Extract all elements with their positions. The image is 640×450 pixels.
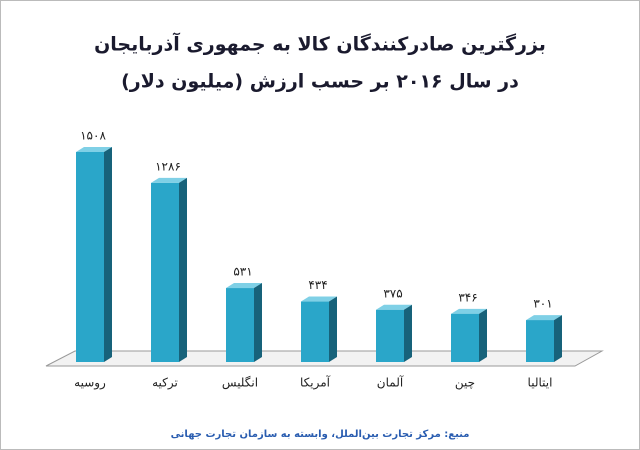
bar-top bbox=[76, 147, 112, 152]
x-tick-label: آمریکا bbox=[300, 375, 331, 391]
x-tick-label: ترکیه bbox=[152, 376, 178, 391]
x-tick-label: چین bbox=[455, 376, 475, 391]
value-label: ۴۳۴ bbox=[308, 278, 327, 292]
bar-side bbox=[254, 283, 262, 362]
bar bbox=[451, 313, 479, 362]
value-label: ۵۳۱ bbox=[233, 265, 252, 279]
bar-top bbox=[451, 308, 487, 314]
bar-side bbox=[179, 177, 187, 362]
chart-subtitle: در سال ۲۰۱۶ بر حسب ارزش (میلیون دلار) bbox=[121, 71, 519, 93]
bar bbox=[301, 301, 329, 362]
bar-top bbox=[151, 177, 187, 183]
bar bbox=[76, 152, 104, 362]
bar-side bbox=[329, 296, 337, 362]
bar bbox=[226, 288, 254, 362]
x-tick-label: روسیه bbox=[74, 376, 106, 391]
bar-side bbox=[104, 147, 112, 362]
value-label: ۱۵۰۸ bbox=[80, 129, 106, 143]
x-tick-label: ایتالیا bbox=[528, 376, 553, 390]
bar-side bbox=[479, 308, 487, 362]
value-label: ۱۲۸۶ bbox=[155, 159, 181, 173]
bar bbox=[151, 182, 179, 362]
bar bbox=[526, 320, 554, 362]
bar-top bbox=[301, 296, 337, 302]
chart-title: بزرگترین صادرکنندگان کالا به جمهوری آذرب… bbox=[94, 32, 546, 56]
x-tick-label: آلمان bbox=[377, 375, 404, 390]
bar-top bbox=[226, 283, 262, 289]
source-note: منبع: مرکز تجارت بین‌الملل، وابسته به سا… bbox=[171, 429, 470, 440]
x-tick-label: انگلیس bbox=[222, 376, 258, 391]
bar-top bbox=[376, 304, 412, 310]
bar-top bbox=[526, 315, 562, 321]
value-label: ۳۷۵ bbox=[383, 286, 402, 300]
value-label: ۳۴۶ bbox=[458, 290, 477, 304]
bar bbox=[376, 309, 404, 362]
bar-side bbox=[554, 315, 562, 362]
value-label: ۳۰۱ bbox=[533, 297, 552, 311]
bar-side bbox=[404, 304, 412, 362]
